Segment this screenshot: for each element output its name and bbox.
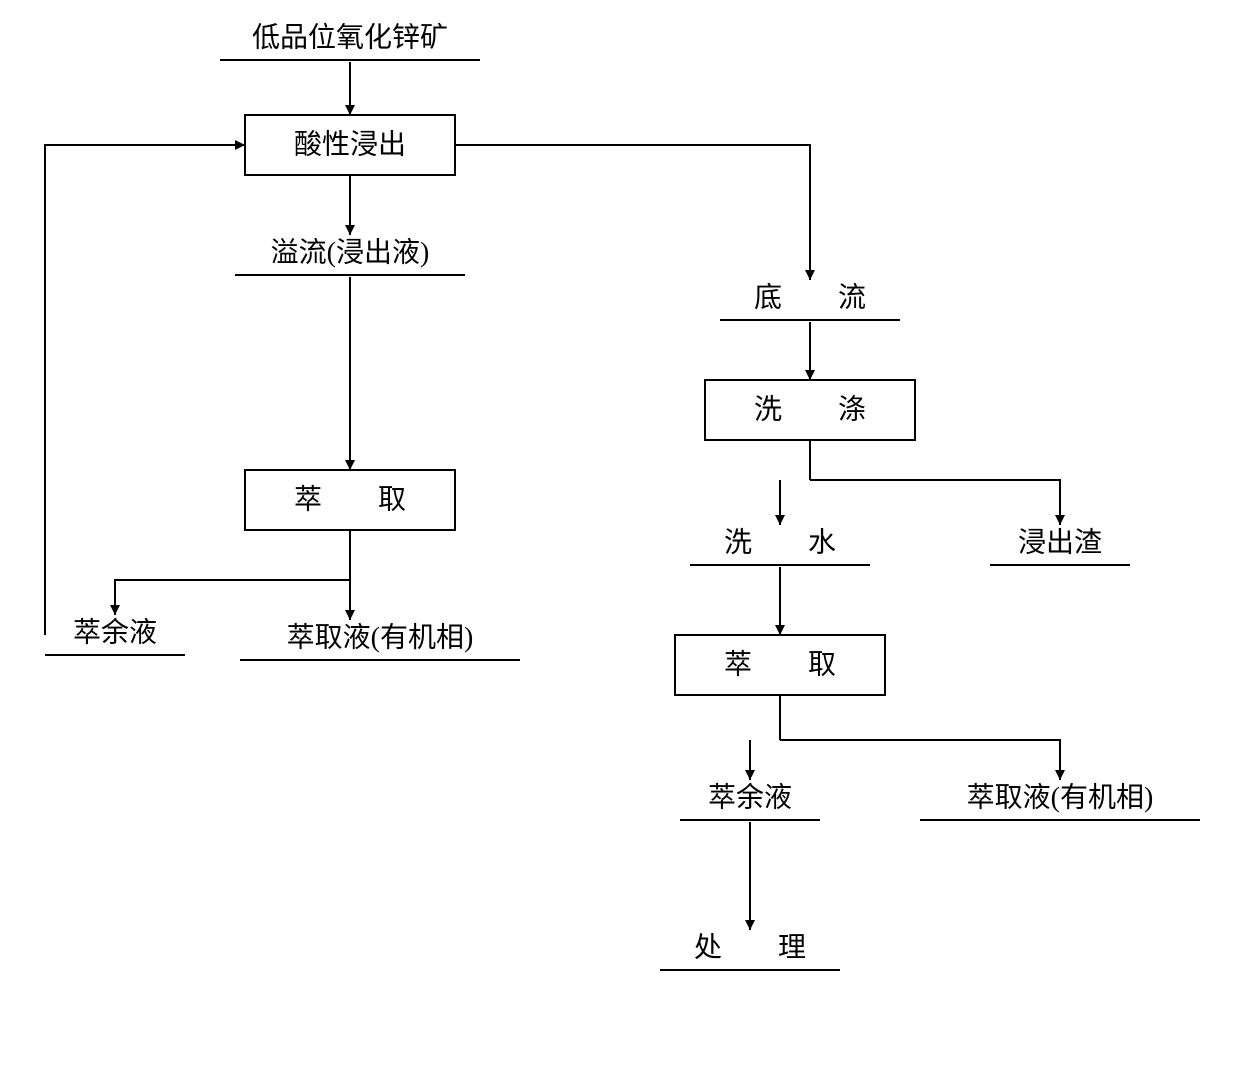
arrowhead [775, 515, 785, 525]
edge [115, 580, 350, 615]
arrowhead [345, 105, 355, 115]
arrowhead [345, 225, 355, 235]
node-text: 洗 水 [724, 526, 836, 558]
node-n_residue: 浸出渣 [990, 526, 1130, 565]
node-n_wash: 洗 涤 [705, 380, 915, 440]
node-n_treat: 处 理 [660, 931, 840, 970]
node-text: 浸出渣 [1018, 526, 1102, 558]
node-text: 萃 取 [294, 483, 406, 515]
node-n_extract2: 萃 取 [675, 635, 885, 695]
node-n_raff2: 萃余液 [680, 781, 820, 820]
node-n_orgph1: 萃取液(有机相) [240, 621, 520, 660]
arrowhead [110, 605, 120, 615]
arrowhead [805, 370, 815, 380]
node-text: 萃取液(有机相) [967, 781, 1154, 813]
arrowhead [1055, 770, 1065, 780]
node-text: 溢流(浸出液) [271, 236, 430, 268]
arrowhead [745, 920, 755, 930]
node-text: 底 流 [754, 281, 866, 313]
arrowhead [1055, 515, 1065, 525]
flowchart-canvas: 低品位氧化锌矿酸性浸出溢流(浸出液)底 流洗 涤萃 取洗 水浸出渣萃余液萃取液(… [0, 0, 1240, 1081]
node-n_raff1: 萃余液 [45, 616, 185, 655]
edge [780, 740, 1060, 780]
node-text: 酸性浸出 [294, 128, 406, 160]
arrowhead [805, 270, 815, 280]
node-n_acid: 酸性浸出 [245, 115, 455, 175]
arrowhead [345, 610, 355, 620]
arrowhead [235, 140, 245, 150]
node-n_orgph2: 萃取液(有机相) [920, 781, 1200, 820]
node-text: 洗 涤 [754, 393, 866, 425]
node-text: 萃余液 [708, 781, 792, 813]
node-n_extract1: 萃 取 [245, 470, 455, 530]
node-n_overflow: 溢流(浸出液) [235, 236, 465, 275]
node-n_washwater: 洗 水 [690, 526, 870, 565]
node-text: 处 理 [694, 931, 806, 963]
arrowhead [775, 625, 785, 635]
edge [45, 145, 245, 635]
node-text: 萃 取 [724, 648, 836, 680]
node-text: 萃余液 [73, 616, 157, 648]
edge [810, 480, 1060, 525]
node-text: 萃取液(有机相) [287, 621, 474, 653]
arrowhead [745, 770, 755, 780]
node-n_input: 低品位氧化锌矿 [220, 21, 480, 60]
arrowhead [345, 460, 355, 470]
node-text: 低品位氧化锌矿 [252, 21, 448, 53]
edge [455, 145, 810, 280]
node-n_under: 底 流 [720, 281, 900, 320]
